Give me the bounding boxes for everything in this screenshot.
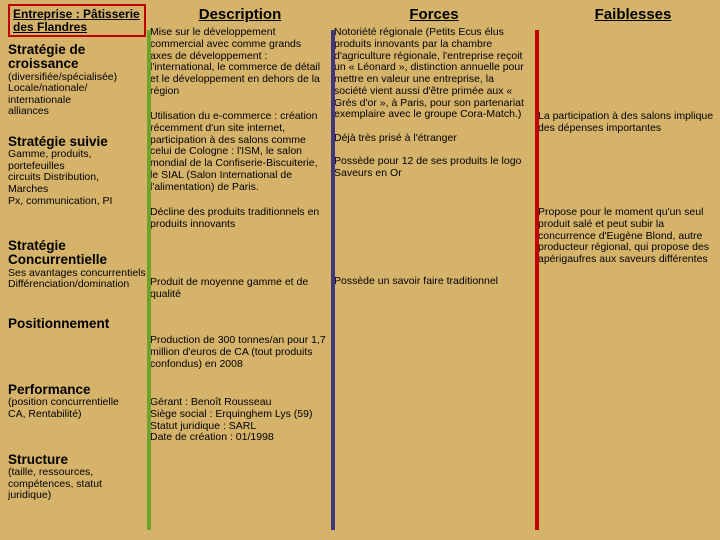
forces-cell [334,404,534,466]
description-cell: Produit de moyenne gamme et de qualité [150,277,330,335]
company-box: Entreprise : Pâtisserie des Flandres [8,4,146,37]
description-cell: Utilisation du e-commerce : création réc… [150,111,330,207]
forces-bar [331,30,335,530]
description-bar [147,30,151,530]
forces-column: Forces Notoriété régionale (Petits Ecus … [334,4,534,536]
left-row: Structure(taille, ressources, compétence… [8,453,146,523]
row-title: Stratégie Concurrentielle [8,239,146,267]
row-title: Positionnement [8,317,146,331]
left-row: Stratégie suivieGamme, produits, portefe… [8,135,146,231]
faiblesses-cell [538,397,720,467]
row-title: Structure [8,453,146,467]
forces-cell: Possède un savoir faire traditionnel [334,276,534,346]
row-subtitle: Ses avantages concurrentiels Différencia… [8,268,146,291]
row-title: Stratégie suivie [8,135,146,149]
row-subtitle: (taille, ressources, compétences, statut… [8,467,146,502]
left-row: Performance(position concurrentielle CA,… [8,383,146,445]
description-column: Description Mise sur le développement co… [150,4,330,536]
forces-cell: Notoriété régionale (Petits Ecus élus pr… [334,27,534,180]
row-subtitle: (position concurrentielle CA, Rentabilit… [8,397,146,420]
description-cell: Mise sur le développement commercial ave… [150,27,330,111]
left-column: Entreprise : Pâtisserie des Flandres Str… [8,4,146,536]
forces-cell [334,466,534,536]
forces-header: Forces [334,4,534,27]
description-cell: Production de 300 tonnes/an pour 1,7 mil… [150,335,330,397]
faiblesses-cell [538,335,720,397]
row-title: Stratégie de croissance [8,43,146,71]
swot-slide: Entreprise : Pâtisserie des Flandres Str… [0,0,720,540]
row-title: Performance [8,383,146,397]
faiblesses-cell: La participation à des salons implique d… [538,111,720,207]
faiblesses-cell: Propose pour le moment qu'un seul produi… [538,207,720,277]
left-row: Stratégie de croissance(diversifiée/spéc… [8,43,146,127]
left-row: Positionnement [8,317,146,375]
faiblesses-column: Faiblesses La participation à des salons… [538,4,720,536]
row-subtitle: Gamme, produits, portefeuilles circuits … [8,149,146,207]
faiblesses-cell [538,277,720,335]
row-subtitle: (diversifiée/spécialisée) Locale/nationa… [8,72,146,118]
faiblesses-bar [535,30,539,530]
left-row: Stratégie ConcurrentielleSes avantages c… [8,239,146,309]
description-cell: Décline des produits traditionnels en pr… [150,207,330,277]
forces-cell [334,180,534,276]
description-cell: Gérant : Benoît Rousseau Siège social : … [150,397,330,467]
description-header: Description [150,4,330,27]
forces-cell [334,346,534,404]
faiblesses-cell [538,27,720,111]
faiblesses-header: Faiblesses [538,4,720,27]
